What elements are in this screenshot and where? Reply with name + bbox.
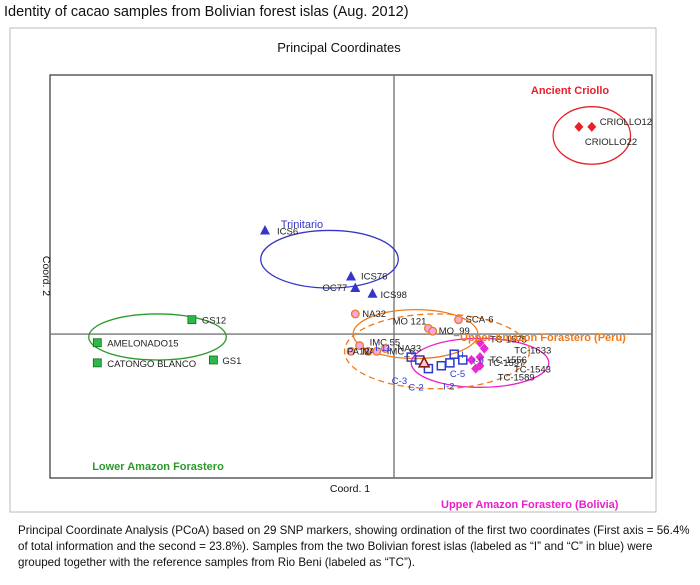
point-gs1-label: GS1 (222, 356, 241, 367)
point-i-2-label: I-2 (443, 382, 454, 393)
point-ics6-label: ICS6 (277, 226, 298, 237)
point-i-9-label: I-9 (473, 356, 484, 367)
point-na3-marker (363, 346, 373, 356)
plot-area (49, 74, 653, 479)
point-catongo-blanco-label: CATONGO BLANCO (107, 359, 196, 370)
group-label-lower-amazon-forastero: Lower Amazon Forastero (92, 461, 224, 473)
point-tc-1589-marker (471, 363, 481, 374)
point-imc-6-label: IMC_6 (387, 346, 415, 357)
point-tc-1597-marker (466, 354, 476, 365)
point-ics76-marker (346, 271, 356, 281)
point-imc-6-marker (372, 346, 382, 356)
point-imc-55-label: IMC 55 (370, 338, 401, 349)
x-axis-label: Coord. 1 (330, 483, 370, 495)
point-oc77-label: OC77 (322, 283, 347, 294)
point-tc-1589-label: TC-1589 (498, 373, 535, 384)
cluster-ellipse-trinitario (260, 229, 399, 289)
point-tc-1575-label: TC-1575 (490, 335, 527, 346)
point-ics6-marker (260, 224, 270, 235)
point-ics98-label: ICS98 (381, 290, 407, 301)
point-i-marker (449, 349, 459, 359)
point-c-2-label: C-2 (408, 383, 423, 394)
point-gs12-marker (187, 315, 197, 325)
point-criollo12-label: CRIOLLO12 (600, 117, 652, 128)
point-mo-99-marker (428, 326, 438, 336)
point-tc-1543-label: TC-1543 (514, 365, 551, 376)
point-na32-marker (350, 309, 360, 319)
point-ics98-marker (367, 288, 378, 298)
point-oc77-marker (350, 282, 361, 293)
group-label-ancient-criollo: Ancient Criollo (531, 85, 610, 97)
y-axis-label: Coord. 2 (40, 256, 52, 296)
point-sca-6-label: SCA-6 (466, 315, 494, 326)
cluster-ellipse-ancient-criollo (552, 106, 632, 165)
point-amelonado15-label: AMELONADO15 (107, 339, 178, 350)
point-mo-99-label: MO_99 (439, 326, 470, 337)
point-amelonado15-marker (92, 338, 102, 348)
group-label-upper-amazon-forastero-bolivia: Upper Amazon Forastero (Bolivia) (441, 499, 619, 511)
cluster-ellipse-group-5 (343, 313, 531, 390)
point-c-5-label: C-5 (450, 369, 465, 380)
point-unlabeled-5-7-marker (417, 355, 431, 368)
point-tc-1556-label: TC-1556 (490, 355, 527, 366)
chart-frame (9, 27, 657, 513)
point-gs12-label: GS12 (202, 316, 226, 327)
figure-caption: Principal Coordinate Analysis (PCoA) bas… (18, 524, 690, 569)
point-i-11-label: I-11 (375, 343, 391, 354)
group-label-upper-amazon-forastero-peru: Upper Amazon Forastero (Peru) (460, 332, 626, 344)
point-criollo22-label: CRIOLLO22 (585, 137, 637, 148)
point-pa12-label: PA12 (347, 346, 370, 357)
point-gs1-marker (208, 355, 218, 365)
point-tc-1597-label: TC-1597 (487, 358, 524, 369)
point-tc-1633-marker (479, 343, 489, 354)
point-tc-1575-marker (475, 337, 485, 348)
cluster-ellipse-lower-amazon-forastero (88, 313, 227, 361)
point-catongo-blanco-marker (92, 358, 102, 368)
point-ics76-label: ICS76 (361, 272, 387, 283)
point-imc-55-marker (355, 341, 365, 351)
point-criollo22-marker (574, 121, 584, 132)
point-i-label: I (461, 350, 464, 361)
point-i-9-marker (458, 355, 468, 365)
point-pa12-marker (346, 346, 356, 356)
chart-title: Principal Coordinates (277, 40, 401, 55)
point-tc-1633-label: TC-1633 (514, 345, 551, 356)
point-na32-label: NA32 (362, 309, 386, 320)
pcoa-chart: Principal Coordinates CRIOLLO12 CRIOLLO22… (9, 27, 657, 513)
point-criollo12-marker (587, 121, 597, 132)
point-na3-label: NA3 (362, 346, 380, 357)
point-tc-1556-marker (475, 352, 485, 363)
point-c-3-label: C-3 (392, 376, 407, 387)
point-sca-6-marker (454, 315, 463, 325)
figure-title: Identity of cacao samples from Bolivian … (4, 4, 409, 20)
point-mo-121-label: MO 121 (393, 316, 427, 327)
group-label-trinitario: Trinitario (281, 219, 323, 231)
point-na33-label: NA33 (397, 343, 421, 354)
point-na33-marker (380, 344, 390, 353)
